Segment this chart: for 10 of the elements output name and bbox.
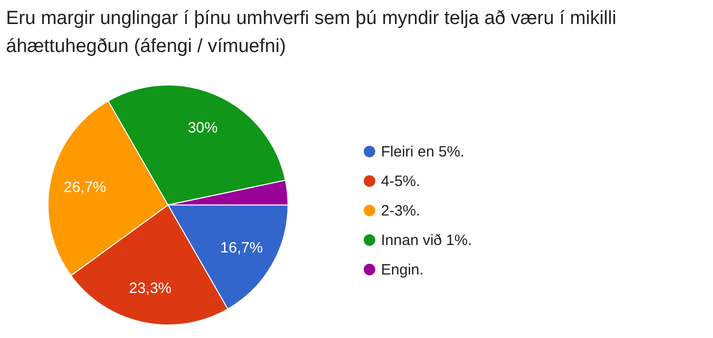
data-label: 26,7% <box>64 179 106 196</box>
legend-label: Innan við 1%. <box>381 232 472 249</box>
legend-label: 2-3%. <box>381 202 420 220</box>
data-label: 16,7% <box>220 240 263 257</box>
legend-label: 4-5%. <box>381 173 420 190</box>
data-label: 30% <box>188 119 218 136</box>
data-label: 23,3% <box>128 280 172 298</box>
legend-label: Fleiri en 5%. <box>381 144 464 160</box>
chart-title: Eru margir unglingar í þínu umhverfi sem þú myndir telja að væru í mikilli áhættuhegðun (áfengi / vímuefni) <box>6 8 616 57</box>
legend-label: Engin. <box>381 262 424 278</box>
